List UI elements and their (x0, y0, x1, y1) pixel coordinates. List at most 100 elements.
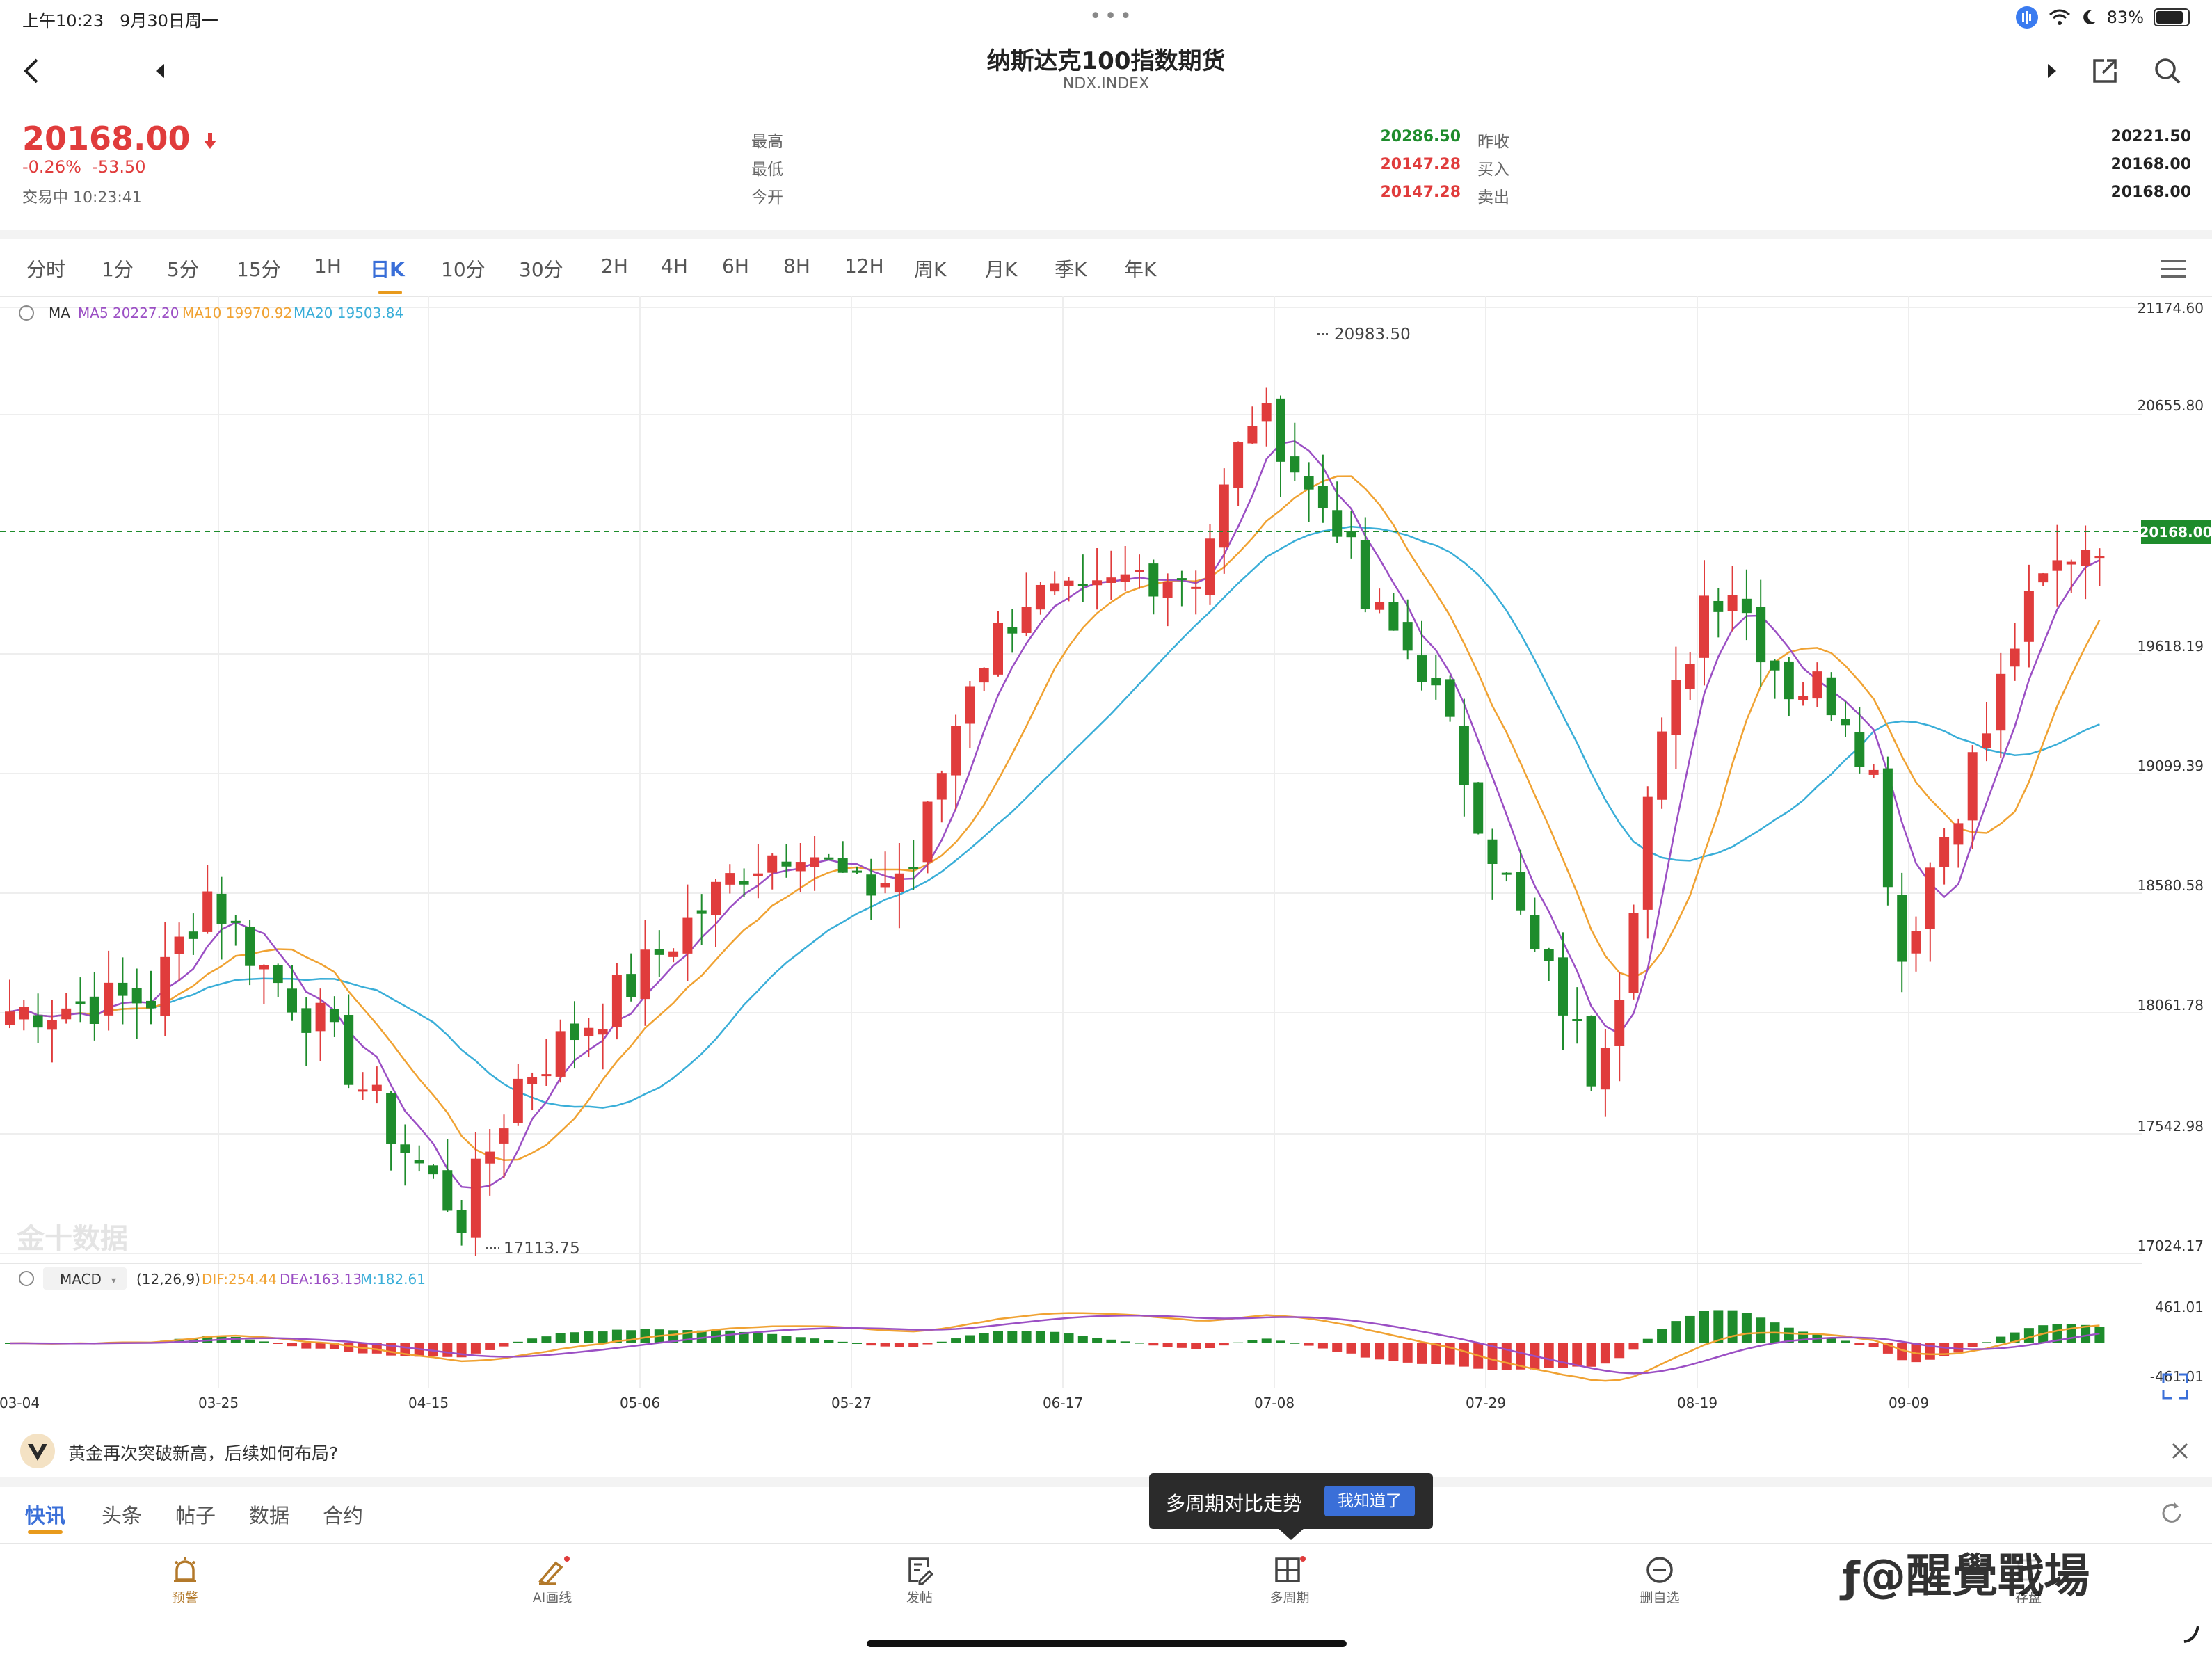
tab-period-15m[interactable]: 15分 (237, 258, 281, 281)
candle (1176, 570, 1187, 607)
candle (824, 853, 834, 860)
ma-legend[interactable]: MA MA5 20227.20 MA10 19970.92 MA20 19503… (19, 305, 403, 321)
next-instrument-icon[interactable] (2031, 50, 2073, 92)
home-indicator[interactable] (867, 1640, 1347, 1647)
tab-period-2h[interactable]: 2H (601, 255, 628, 278)
save-layout-button[interactable]: 存盘 (1980, 1553, 2077, 1606)
fullscreen-icon[interactable] (2162, 1373, 2188, 1400)
candle-body (245, 927, 255, 966)
candle (2052, 524, 2062, 607)
ai-drawing-button[interactable]: AI画线 (504, 1553, 601, 1606)
candle (442, 1139, 453, 1212)
tab-period-5m[interactable]: 5分 (167, 258, 199, 281)
candle (668, 948, 679, 963)
macd-bar (1064, 1333, 1074, 1343)
share-icon[interactable] (2084, 50, 2126, 92)
back-icon[interactable] (11, 50, 53, 92)
multitask-dots-icon[interactable]: ••• (1089, 4, 1135, 29)
candle (1135, 554, 1144, 589)
tab-data[interactable]: 数据 (249, 1504, 290, 1528)
kline-chart[interactable]: 20168.00 21174.60 20655.80 19618.19 1909… (0, 296, 2212, 1425)
resize-handle-icon[interactable] (2181, 1624, 2202, 1644)
prev-instrument-icon[interactable] (139, 50, 181, 92)
candle-body (611, 975, 622, 1027)
candle-body (993, 623, 1003, 675)
macd-bar (965, 1335, 975, 1343)
candle-body (1148, 563, 1159, 597)
post-button[interactable]: 发帖 (871, 1553, 968, 1606)
macd-bar (1176, 1343, 1187, 1348)
macd-bar (1332, 1343, 1343, 1352)
tab-period-month[interactable]: 月K (985, 258, 1018, 281)
macd-bar (2023, 1328, 2034, 1343)
macd-bar (668, 1330, 679, 1343)
macd-bar (1826, 1337, 1836, 1343)
candle (979, 667, 989, 691)
tab-flash-news[interactable]: 快讯 (25, 1504, 66, 1528)
candle (1727, 566, 1738, 632)
close-icon[interactable] (2170, 1441, 2190, 1461)
macd-bar (1290, 1343, 1300, 1344)
candle (1487, 828, 1498, 900)
candle-body (1784, 661, 1794, 700)
candle (104, 950, 114, 1031)
candle-body (1586, 1016, 1596, 1087)
macd-bar (1092, 1338, 1103, 1343)
candle (2038, 572, 2049, 586)
tooltip-dismiss-button[interactable]: 我知道了 (1324, 1486, 1415, 1516)
tab-period-8h[interactable]: 8H (783, 255, 810, 278)
tab-contracts[interactable]: 合约 (323, 1504, 364, 1528)
tab-period-1h[interactable]: 1H (314, 255, 342, 278)
macd-bar (230, 1336, 241, 1343)
macd-bar (570, 1332, 579, 1343)
tab-period-fenshi[interactable]: 分时 (26, 258, 66, 281)
candle-body (1007, 627, 1018, 634)
macd-bar (301, 1343, 312, 1349)
tab-period-30m[interactable]: 30分 (519, 258, 563, 281)
tab-period-day[interactable]: 日K (370, 258, 405, 281)
tab-period-year[interactable]: 年K (1124, 258, 1157, 281)
candle (1473, 782, 1484, 835)
x-tick-label: 07-08 (1254, 1395, 1295, 1411)
macd-settings-icon[interactable] (19, 1271, 34, 1286)
news-text[interactable]: 黄金再次突破新高，后续如何布局? (68, 1443, 339, 1464)
menu-icon[interactable] (2161, 257, 2188, 281)
macd-bar (837, 1341, 848, 1343)
candle (1417, 620, 1427, 691)
candle-body (1459, 726, 1469, 785)
tab-period-10m[interactable]: 10分 (441, 258, 486, 281)
tab-headlines[interactable]: 头条 (102, 1504, 143, 1528)
candle-body (1699, 595, 1709, 658)
tab-period-1m[interactable]: 1分 (102, 258, 134, 281)
candle-body (1628, 913, 1639, 993)
search-icon[interactable] (2147, 50, 2188, 92)
remove-watchlist-button[interactable]: 删自选 (1611, 1553, 1708, 1606)
candle-body (1812, 671, 1822, 699)
tab-period-6h[interactable]: 6H (722, 255, 749, 278)
macd-bar (1756, 1317, 1766, 1343)
macd-legend[interactable]: MACD ▾ (12,26,9) DIF:254.44 DEA:163.13 M… (19, 1267, 426, 1290)
candle (951, 714, 961, 810)
candle-body (1600, 1048, 1610, 1090)
tooltip-arrow (1277, 1528, 1305, 1540)
tab-period-4h[interactable]: 4H (661, 255, 688, 278)
multi-period-tooltip: 多周期对比走势 我知道了 (1149, 1473, 1433, 1529)
refresh-icon[interactable] (2159, 1501, 2184, 1526)
multi-period-button[interactable]: 多周期 (1241, 1553, 1338, 1606)
tab-period-quarter[interactable]: 季K (1055, 258, 1087, 281)
alarm-icon (174, 1557, 196, 1582)
candle-body (188, 931, 198, 939)
tab-posts[interactable]: 帖子 (175, 1504, 216, 1528)
tab-period-12h[interactable]: 12H (844, 255, 884, 278)
candle (1642, 786, 1653, 939)
candle (1826, 672, 1836, 721)
macd-selector[interactable] (43, 1267, 127, 1290)
candle-body (1191, 586, 1201, 589)
label-prev-close: 昨收 (1477, 133, 1509, 151)
tab-period-week[interactable]: 周K (914, 258, 947, 281)
candle (1375, 588, 1385, 614)
candle (1530, 897, 1540, 952)
news-banner[interactable]: 黄金再次突破新高，后续如何布局? (0, 1425, 2212, 1477)
indicator-settings-icon[interactable] (19, 305, 34, 321)
alert-button[interactable]: 预警 (136, 1553, 234, 1606)
